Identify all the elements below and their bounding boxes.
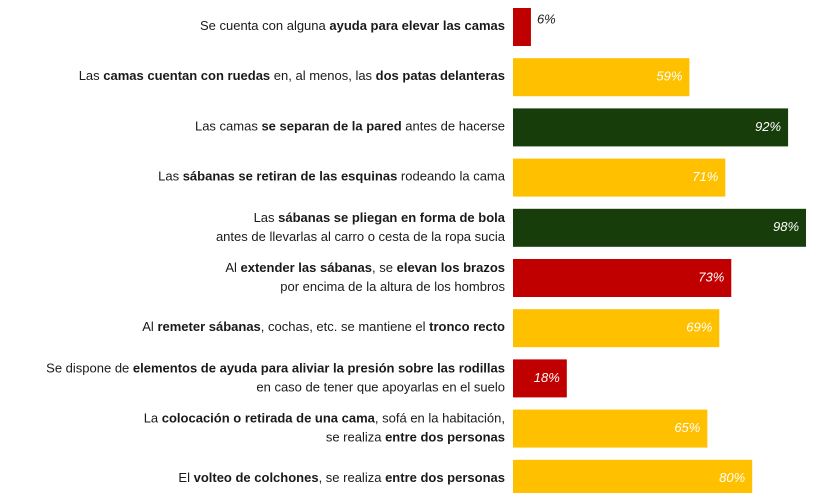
label-segment: Las	[79, 69, 104, 84]
label-segment: en, al menos, las	[270, 69, 376, 84]
label-segment: sábanas se retiran de las esquinas	[183, 169, 398, 184]
category-label: Las sábanas se retiran de las esquinas r…	[158, 169, 506, 184]
label-segment: , se	[372, 260, 397, 275]
label-segment: Las	[158, 169, 183, 184]
bar	[513, 8, 531, 46]
label-segment: Se cuenta con alguna	[200, 18, 329, 33]
value-label: 69%	[686, 320, 712, 335]
label-segment: El	[178, 470, 193, 485]
category-label: Al remeter sábanas, cochas, etc. se mant…	[142, 320, 505, 335]
label-segment: , cochas, etc. se mantiene el	[261, 320, 429, 335]
bar	[513, 58, 690, 97]
value-label: 65%	[674, 420, 700, 435]
label-segment: se separan de la pared	[261, 119, 401, 134]
category-label: antes de llevarlas al carro o cesta de l…	[216, 229, 506, 244]
label-segment: camas cuentan con ruedas	[103, 69, 270, 84]
value-label: 73%	[698, 269, 724, 284]
label-segment: colocación o retirada de una cama	[162, 411, 376, 426]
category-label: Las camas se separan de la pared antes d…	[195, 119, 505, 134]
bar	[513, 108, 789, 147]
value-label: 98%	[773, 219, 799, 234]
bar	[513, 359, 567, 398]
category-label: Se dispone de elementos de ayuda para al…	[46, 361, 505, 376]
label-segment: volteo de colchones	[194, 470, 319, 485]
label-segment: elementos de ayuda para aliviar la presi…	[133, 361, 505, 376]
label-segment: extender las sábanas	[241, 260, 373, 275]
bar	[513, 259, 732, 297]
category-label: Las sábanas se pliegan en forma de bola	[254, 210, 506, 225]
label-segment: entre dos personas	[385, 430, 505, 445]
label-segment: Al	[142, 320, 157, 335]
value-label: 18%	[534, 370, 560, 385]
bar	[513, 459, 753, 493]
category-label: en caso de tener que apoyarlas en el sue…	[256, 380, 505, 395]
label-segment: , sofá en la habitación,	[375, 411, 505, 426]
value-label: 80%	[719, 470, 745, 485]
value-label: 92%	[755, 119, 781, 134]
label-segment: elevan los brazos	[397, 260, 505, 275]
label-segment: por encima de la altura de los hombros	[280, 279, 505, 294]
label-segment: dos patas delanteras	[376, 69, 505, 84]
label-segment: ayuda para elevar las camas	[329, 18, 505, 33]
value-label: 59%	[656, 69, 682, 84]
label-segment: antes de llevarlas al carro o cesta de l…	[216, 229, 506, 244]
bar	[513, 208, 807, 247]
bar	[513, 158, 726, 197]
value-label: 6%	[537, 11, 556, 26]
label-segment: tronco recto	[429, 320, 505, 335]
label-segment: sábanas se pliegan en forma de bola	[278, 210, 506, 225]
category-label: Se cuenta con alguna ayuda para elevar l…	[200, 18, 505, 33]
label-segment: Las camas	[195, 119, 261, 134]
label-segment: Se dispone de	[46, 361, 133, 376]
label-segment: entre dos personas	[385, 470, 505, 485]
category-label: El volteo de colchones, se realiza entre…	[178, 470, 505, 485]
value-label: 71%	[692, 169, 718, 184]
category-label: La colocación o retirada de una cama, so…	[144, 411, 505, 426]
category-label: por encima de la altura de los hombros	[280, 279, 505, 294]
label-segment: La	[144, 411, 162, 426]
bar	[513, 409, 708, 448]
label-segment: remeter sábanas	[157, 320, 260, 335]
label-segment: Al	[225, 260, 240, 275]
bar	[513, 309, 720, 348]
label-segment: en caso de tener que apoyarlas en el sue…	[256, 380, 505, 395]
label-segment: , se realiza	[319, 470, 385, 485]
label-segment: Las	[254, 210, 279, 225]
label-segment: rodeando la cama	[397, 169, 505, 184]
category-label: se realiza entre dos personas	[326, 430, 505, 445]
category-label: Al extender las sábanas, se elevan los b…	[225, 260, 505, 275]
label-segment: antes de hacerse	[402, 119, 505, 134]
category-label: Las camas cuentan con ruedas en, al meno…	[79, 69, 505, 84]
label-segment: se realiza	[326, 430, 385, 445]
